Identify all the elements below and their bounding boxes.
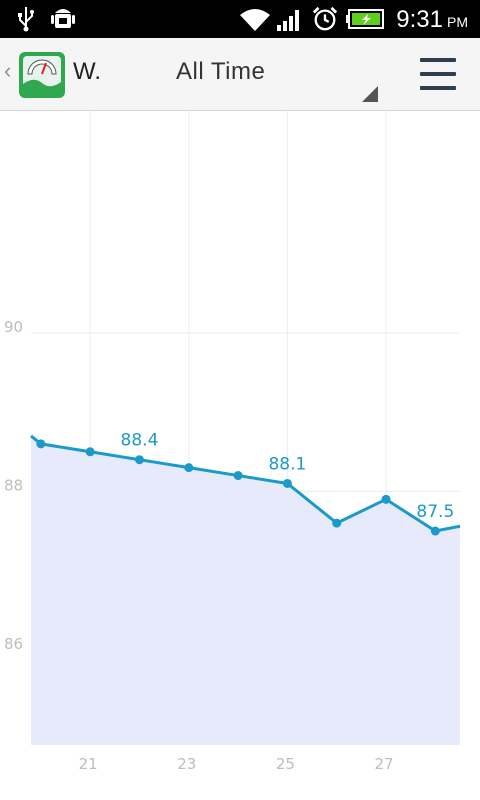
app-title[interactable]: W. [73,58,101,85]
data-point [282,478,292,488]
data-point [233,471,243,481]
area-fill [31,435,460,745]
action-bar: ‹ W. All Time [0,38,480,111]
usb-icon [18,7,34,32]
weight-chart: 88.4 88.1 87.5 86 88 90 21 23 25 27 [4,111,461,773]
alarm-icon [312,6,338,31]
hamburger-menu-icon[interactable] [412,52,464,96]
x-tick-label: 25 [276,755,295,773]
x-tick-label: 23 [177,755,196,773]
android-debug-icon [51,9,75,28]
data-label: 87.5 [416,502,454,522]
battery-charging-icon [346,9,384,29]
signal-icon [277,10,299,31]
weighing-scale-icon[interactable] [19,52,65,98]
data-point [381,494,391,504]
wifi-icon [240,9,270,31]
period-selector[interactable]: All Time [150,38,380,110]
data-point [332,518,342,528]
data-point [430,526,440,536]
y-tick-label: 88 [4,476,23,494]
up-caret[interactable]: ‹ [4,58,12,83]
data-label: 88.4 [121,431,159,451]
clock-ampm: PM [447,14,468,30]
data-point [134,455,144,465]
x-tick-label: 27 [374,755,393,773]
data-point [85,447,95,457]
clock-time: 9:31 [396,6,443,33]
y-tick-label: 90 [4,318,23,336]
data-point [184,463,194,473]
clock: 9:31 PM [396,6,468,34]
status-bar: 9:31 PM [0,0,480,38]
x-tick-label: 21 [79,755,98,773]
period-selector-label: All Time [176,58,266,85]
dropdown-arrow-icon [362,86,378,102]
y-tick-label: 86 [4,635,23,653]
data-point [36,439,46,449]
data-label: 88.1 [268,454,306,474]
